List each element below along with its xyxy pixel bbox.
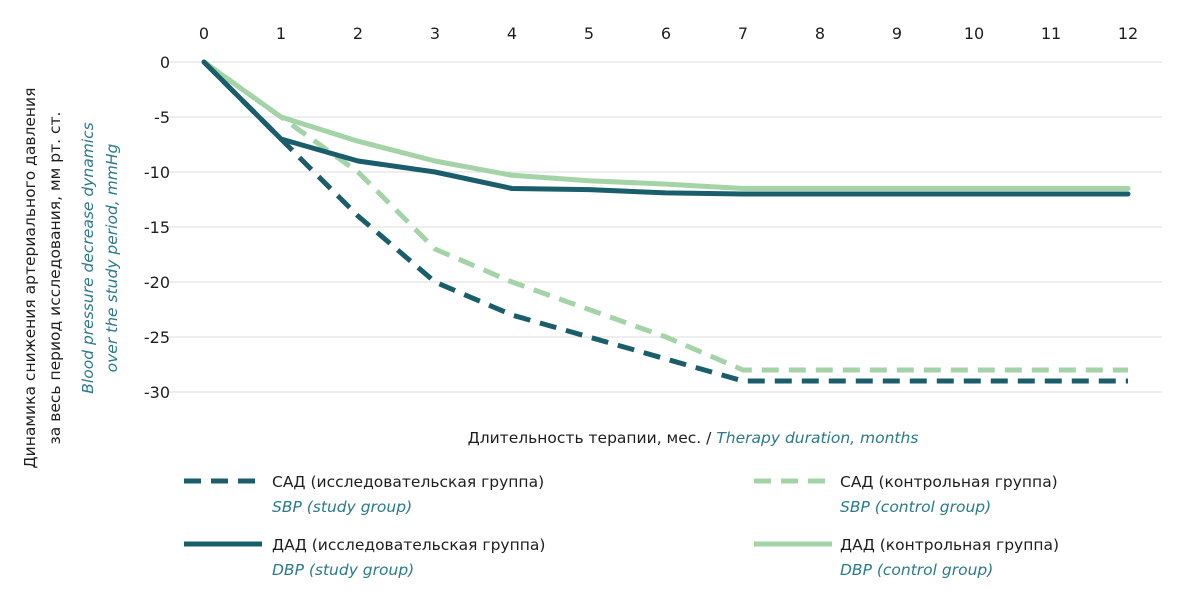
legend-label-sbp-study-ru: САД (исследовательская группа) bbox=[272, 473, 544, 491]
y-tick-label-3: -15 bbox=[144, 218, 170, 237]
y-axis-title-en-line1: Blood pressure decrease dynamics bbox=[79, 122, 97, 393]
series-layer bbox=[201, 59, 1131, 384]
y-axis-title: Динамика снижения артериального давления… bbox=[21, 88, 121, 469]
x-tick-label-8: 8 bbox=[815, 24, 825, 43]
legend-label-sbp-study-en: SBP (study group) bbox=[272, 498, 412, 516]
series-line-dbp-control bbox=[201, 59, 1131, 191]
legend-item-dbp-control: ДАД (контрольная группа) DBP (control gr… bbox=[754, 536, 1059, 579]
y-axis-title-en-line2: over the study period, mmHg bbox=[103, 143, 121, 372]
legend-item-sbp-control: САД (контрольная группа) SBP (control gr… bbox=[754, 473, 1058, 516]
y-tick-label-2: -10 bbox=[144, 163, 170, 182]
series-line-sbp-control bbox=[202, 59, 1128, 373]
y-tick-label-5: -25 bbox=[144, 328, 170, 347]
x-tick-label-5: 5 bbox=[584, 24, 594, 43]
x-tick-label-6: 6 bbox=[661, 24, 671, 43]
x-tick-label-1: 1 bbox=[276, 24, 286, 43]
legend-label-dbp-study-en: DBP (study group) bbox=[272, 561, 414, 579]
series-line-dbp-study bbox=[201, 59, 1131, 197]
y-tick-labels: 0 -5 -10 -15 -20 -25 -30 bbox=[144, 53, 170, 402]
y-axis-title-ru-line1: Динамика снижения артериального давления bbox=[21, 88, 39, 469]
x-tick-label-0: 0 bbox=[199, 24, 209, 43]
y-tick-label-0: 0 bbox=[160, 53, 170, 72]
series-line-sbp-study bbox=[202, 60, 1128, 384]
y-tick-label-6: -30 bbox=[144, 383, 170, 402]
x-tick-label-7: 7 bbox=[738, 24, 748, 43]
legend-label-dbp-control-ru: ДАД (контрольная группа) bbox=[840, 536, 1059, 554]
y-axis-title-ru-line2: за весь период исследования, мм рт. ст. bbox=[46, 112, 64, 445]
legend-item-dbp-study: ДАД (исследовательская группа) DBP (stud… bbox=[184, 536, 545, 579]
x-axis-title-en: Therapy duration, months bbox=[716, 429, 918, 447]
y-tick-label-1: -5 bbox=[154, 108, 170, 127]
x-tick-label-3: 3 bbox=[430, 24, 440, 43]
x-tick-label-11: 11 bbox=[1041, 24, 1061, 43]
x-axis-title-ru: Длительность терапии, мес. / bbox=[468, 429, 717, 447]
legend-label-dbp-control-en: DBP (control group) bbox=[840, 561, 993, 579]
x-tick-label-2: 2 bbox=[353, 24, 363, 43]
legend-label-dbp-study-ru: ДАД (исследовательская группа) bbox=[272, 536, 545, 554]
x-tick-label-12: 12 bbox=[1118, 24, 1138, 43]
x-tick-label-10: 10 bbox=[964, 24, 984, 43]
legend-label-sbp-control-en: SBP (control group) bbox=[840, 498, 991, 516]
x-tick-label-4: 4 bbox=[507, 24, 517, 43]
y-tick-label-4: -20 bbox=[144, 273, 170, 292]
legend: САД (исследовательская группа) SBP (stud… bbox=[184, 473, 1059, 579]
x-axis-title: Длительность терапии, мес. / Therapy dur… bbox=[468, 429, 919, 447]
legend-item-sbp-study: САД (исследовательская группа) SBP (stud… bbox=[184, 473, 544, 516]
x-tick-label-9: 9 bbox=[892, 24, 902, 43]
legend-label-sbp-control-ru: САД (контрольная группа) bbox=[840, 473, 1058, 491]
grid-layer bbox=[168, 61, 1162, 393]
x-tick-labels: 0 1 2 3 4 5 6 7 8 9 10 11 12 bbox=[199, 24, 1138, 43]
